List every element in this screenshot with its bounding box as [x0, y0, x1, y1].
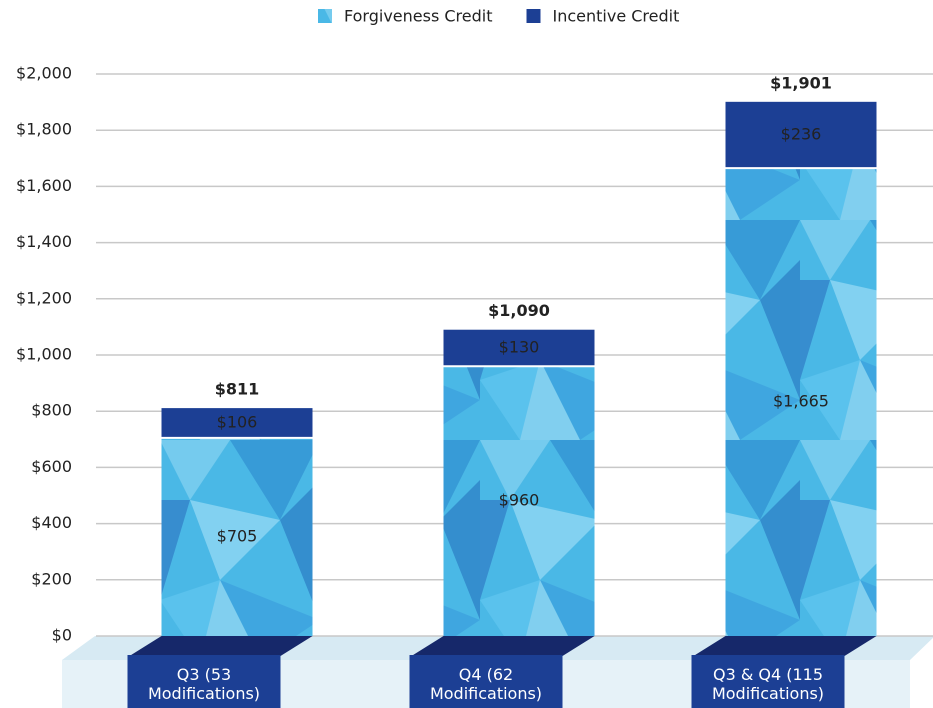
bar-segment — [443, 366, 595, 636]
x-tick-label: Q3 & Q4 (115 Modifications) — [711, 665, 825, 703]
total-label: $1,901 — [770, 73, 832, 92]
legend-label: Incentive Credit — [553, 7, 680, 26]
category-tab — [129, 636, 313, 656]
y-tick-label: $400 — [31, 513, 72, 532]
value-label: $960 — [499, 491, 540, 510]
x-tick-label: Q3 (53 Modifications) — [147, 665, 261, 703]
category-tab-front — [409, 655, 563, 708]
legend-swatch — [526, 9, 541, 23]
value-label: $236 — [781, 124, 822, 143]
total-label: $1,090 — [488, 301, 550, 320]
bar-segment — [161, 408, 313, 438]
category-tab — [693, 636, 877, 656]
y-tick-label: $1,200 — [16, 288, 72, 307]
category-tab-front — [691, 655, 845, 708]
category-tab — [411, 636, 595, 656]
value-label: $106 — [217, 413, 258, 432]
value-label: $1,665 — [773, 392, 829, 411]
x-tick-label: Q4 (62 Modifications) — [429, 665, 543, 703]
legend-label: Forgiveness Credit — [344, 7, 493, 26]
value-label: $705 — [217, 526, 258, 545]
total-label: $811 — [215, 380, 260, 399]
bar-segment — [725, 168, 877, 636]
y-tick-label: $1,600 — [16, 176, 72, 195]
bar-segment — [161, 437, 313, 636]
y-tick-label: $1,800 — [16, 120, 72, 139]
bar-segment — [725, 101, 877, 169]
bar-segment — [443, 329, 595, 367]
y-tick-label: $1,400 — [16, 232, 72, 251]
y-tick-label: $800 — [31, 401, 72, 420]
y-tick-label: $200 — [31, 569, 72, 588]
value-label: $130 — [499, 337, 540, 356]
y-tick-label: $2,000 — [16, 64, 72, 83]
category-tab-front — [127, 655, 281, 708]
y-tick-label: $600 — [31, 457, 72, 476]
legend-swatch — [318, 9, 332, 23]
y-tick-label: $0 — [52, 626, 72, 645]
y-tick-label: $1,000 — [16, 345, 72, 364]
